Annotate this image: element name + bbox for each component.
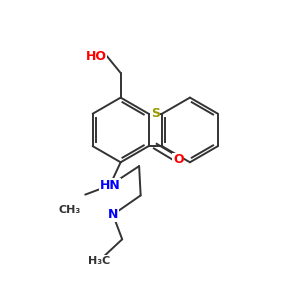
Text: HN: HN — [100, 179, 120, 192]
Text: HO: HO — [86, 50, 107, 62]
Text: CH₃: CH₃ — [59, 205, 81, 215]
Text: O: O — [173, 154, 184, 166]
Text: H₃C: H₃C — [88, 256, 110, 266]
Text: S: S — [151, 107, 160, 120]
Text: N: N — [108, 208, 118, 221]
